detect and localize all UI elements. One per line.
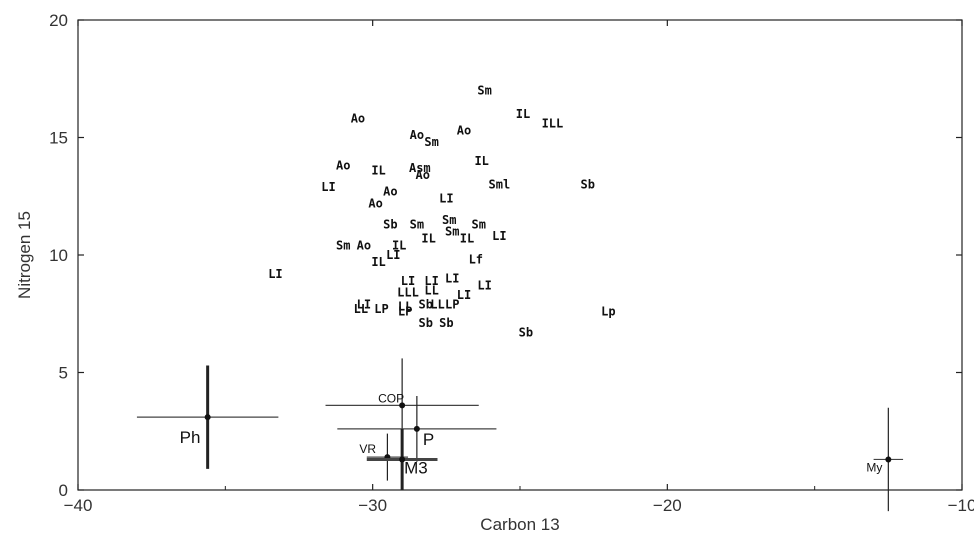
data-point-label: Ao [383, 185, 397, 199]
data-point-label: LI [424, 274, 438, 288]
source-label: VR [359, 442, 376, 456]
data-point-label: LP [398, 304, 412, 318]
data-point-label: Sm [472, 217, 486, 231]
source-label: Ph [180, 428, 201, 447]
data-point-label: LL [354, 302, 368, 316]
source-errorbars: Ph COP P VR M3 My [136, 358, 904, 512]
source-label: P [423, 430, 434, 449]
data-point-label: Sm [424, 135, 438, 149]
data-point-label: IL [392, 239, 406, 253]
data-point-label: Lf [469, 253, 483, 267]
data-point-label: IL [516, 107, 530, 121]
data-point-label: Sb [519, 326, 533, 340]
x-tick-label: −20 [653, 496, 682, 515]
data-point-label: IL [474, 154, 488, 168]
data-point-label: LL [430, 297, 444, 311]
data-point-label: LL [398, 300, 412, 314]
data-point-label: LI [268, 267, 282, 281]
y-tick-label: 0 [59, 481, 68, 500]
data-point-label: Ao [410, 128, 424, 142]
data-point-label: LI [457, 288, 471, 302]
data-point-label: Ao [368, 196, 382, 210]
data-point-label: Asm [409, 161, 431, 175]
y-tick-label: 20 [49, 11, 68, 30]
data-point-label: IL [421, 232, 435, 246]
data-point-label: Sb [383, 217, 397, 231]
data-point-label: LL [424, 283, 438, 297]
axis-ticks: −40 −30 −20 −10 0 5 10 15 20 [49, 11, 974, 515]
data-point-label: LI [401, 274, 415, 288]
y-tick-label: 15 [49, 129, 68, 148]
source-point [399, 402, 406, 409]
data-point-label: Sb [418, 316, 432, 330]
data-point-label: IL [460, 232, 474, 246]
data-point-label: Sb [439, 316, 453, 330]
x-tick-label: −10 [948, 496, 974, 515]
data-point-label: Sml [489, 178, 511, 192]
data-point-label: LI [386, 248, 400, 262]
data-point-label: LI [357, 297, 371, 311]
data-point-label: IL [371, 255, 385, 269]
data-point-label: LP [374, 302, 388, 316]
data-point-label: Sb [418, 297, 432, 311]
data-point-label: LI [321, 180, 335, 194]
plot-frame [77, 19, 963, 491]
data-point-label: LI [492, 229, 506, 243]
source-point [413, 425, 420, 432]
data-point-label: Ao [416, 168, 430, 182]
data-point-label: Sm [442, 213, 456, 227]
data-point-label: LI [445, 272, 459, 286]
data-point-label: Sm [336, 239, 350, 253]
y-tick-label: 10 [49, 246, 68, 265]
source-point [399, 456, 406, 463]
data-point-label: Sm [410, 217, 424, 231]
data-point-label: Ao [351, 112, 365, 126]
data-point-label: Ao [457, 123, 471, 137]
y-tick-label: 5 [59, 364, 68, 383]
source-label: M3 [404, 458, 428, 477]
source-point [885, 456, 892, 463]
data-point-label: LP [445, 297, 459, 311]
x-tick-label: −30 [358, 496, 387, 515]
source-point [204, 414, 211, 421]
y-axis-title: Nitrogen 15 [15, 211, 34, 299]
data-point-label: Sm [445, 225, 459, 239]
x-tick-label: −40 [64, 496, 93, 515]
data-point-label: Ao [336, 159, 350, 173]
data-point-label: Lp [601, 304, 615, 318]
data-point-label: LI [477, 279, 491, 293]
source-label: COP [378, 391, 404, 405]
source-label: My [866, 460, 882, 474]
data-point-label: Sb [581, 178, 595, 192]
data-point-label: Sm [477, 84, 491, 98]
data-point-label: LLL [397, 286, 419, 300]
x-axis-title: Carbon 13 [480, 515, 559, 534]
data-point-label: LI [439, 192, 453, 206]
data-point-label: ILL [542, 116, 564, 130]
data-point-label: IL [371, 163, 385, 177]
data-point-label: Ao [357, 239, 371, 253]
